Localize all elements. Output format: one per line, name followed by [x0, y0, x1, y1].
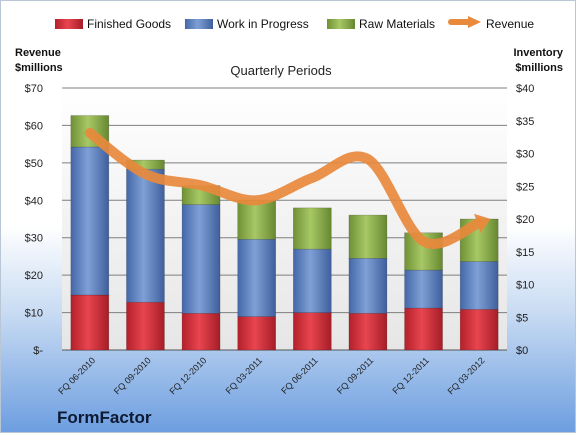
bar-work-in-progress — [70, 146, 110, 296]
left-axis-label-line1: Revenue — [15, 47, 61, 59]
legend-label-revenue: Revenue — [486, 17, 534, 31]
x-tick-label: FQ 09-2010 — [112, 355, 153, 396]
legend-swatch-finished-goods — [55, 19, 83, 29]
x-tick-label: FQ 06-2010 — [56, 355, 97, 396]
left-tick-label: $10 — [25, 308, 43, 320]
revenue-point — [89, 132, 91, 134]
bar-finished-goods — [404, 307, 443, 351]
revenue-point — [144, 173, 146, 175]
right-tick-label: $35 — [516, 116, 534, 128]
revenue-point — [256, 199, 258, 201]
legend-label-raw-materials: Raw Materials — [359, 17, 435, 31]
right-tick-label: $40 — [516, 83, 534, 95]
x-tick-label: FQ 06-2011 — [279, 355, 320, 396]
bar-finished-goods — [181, 313, 221, 351]
left-tick-label: $50 — [25, 158, 43, 170]
left-tick-label: $20 — [25, 270, 43, 282]
left-tick-label: $30 — [25, 233, 43, 245]
bar-work-in-progress — [293, 248, 332, 313]
right-axis-label-line1: Inventory — [513, 47, 563, 59]
bar-finished-goods — [459, 309, 499, 351]
left-axis-ticks: $- $10 $20 $30 $40 $50 $60 $70 — [25, 83, 44, 357]
legend-swatch-raw-materials — [327, 19, 355, 29]
left-tick-label: $70 — [25, 83, 43, 95]
bar-finished-goods — [348, 313, 388, 351]
revenue-point — [311, 177, 313, 179]
bar-finished-goods — [293, 312, 332, 351]
bar-raw-materials — [348, 214, 388, 259]
bar-work-in-progress — [404, 269, 443, 309]
x-tick-label: FQ 09-2011 — [335, 355, 376, 396]
bar-work-in-progress — [126, 168, 165, 303]
legend-swatch-revenue-arrow — [468, 16, 481, 28]
chart-title: Quarterly Periods — [230, 63, 332, 78]
right-axis-label-line2: $millions — [515, 62, 563, 74]
right-tick-label: $30 — [516, 149, 534, 161]
bar-work-in-progress — [237, 239, 276, 317]
bar-work-in-progress — [181, 204, 221, 314]
right-tick-label: $20 — [516, 214, 534, 226]
right-tick-label: $10 — [516, 280, 534, 292]
left-tick-label: $60 — [25, 120, 43, 132]
legend-label-finished-goods: Finished Goods — [87, 17, 171, 31]
x-tick-label: FQ 03-2012 — [446, 355, 487, 396]
revenue-point — [200, 184, 202, 186]
stacked-bars — [70, 115, 499, 351]
left-axis-label-line2: $millions — [15, 62, 63, 74]
bar-raw-materials — [237, 200, 276, 240]
x-axis-ticks: FQ 06-2010 FQ 09-2010 FQ 12-2010 FQ 03-2011… — [56, 355, 486, 396]
revenue-line-path — [84, 127, 485, 249]
bar-finished-goods — [126, 301, 165, 351]
right-tick-label: $0 — [516, 345, 528, 357]
bar-finished-goods — [70, 294, 110, 351]
right-tick-label: $5 — [516, 312, 528, 324]
left-tick-label: $- — [33, 345, 43, 357]
legend: Finished Goods Work in Progress Raw Mate… — [55, 16, 534, 31]
revenue-point — [423, 240, 425, 242]
legend-label-work-in-progress: Work in Progress — [217, 17, 309, 31]
revenue-line — [84, 127, 491, 249]
right-axis-ticks: $0 $5 $10 $15 $20 $25 $30 $35 $40 — [516, 83, 534, 357]
left-tick-label: $40 — [25, 195, 43, 207]
legend-swatch-work-in-progress — [185, 19, 213, 29]
bar-work-in-progress — [459, 261, 499, 310]
revenue-arrowhead — [474, 213, 491, 233]
x-tick-label: FQ 03-2011 — [224, 355, 265, 396]
company-name: FormFactor — [57, 408, 152, 427]
bar-raw-materials — [293, 207, 332, 250]
right-tick-label: $25 — [516, 181, 534, 193]
revenue-point — [367, 158, 369, 160]
bar-finished-goods — [237, 316, 276, 351]
x-tick-label: FQ 12-2011 — [390, 355, 431, 396]
x-tick-label: FQ 12-2010 — [167, 355, 208, 396]
right-tick-label: $15 — [516, 247, 534, 259]
bar-work-in-progress — [348, 257, 388, 314]
